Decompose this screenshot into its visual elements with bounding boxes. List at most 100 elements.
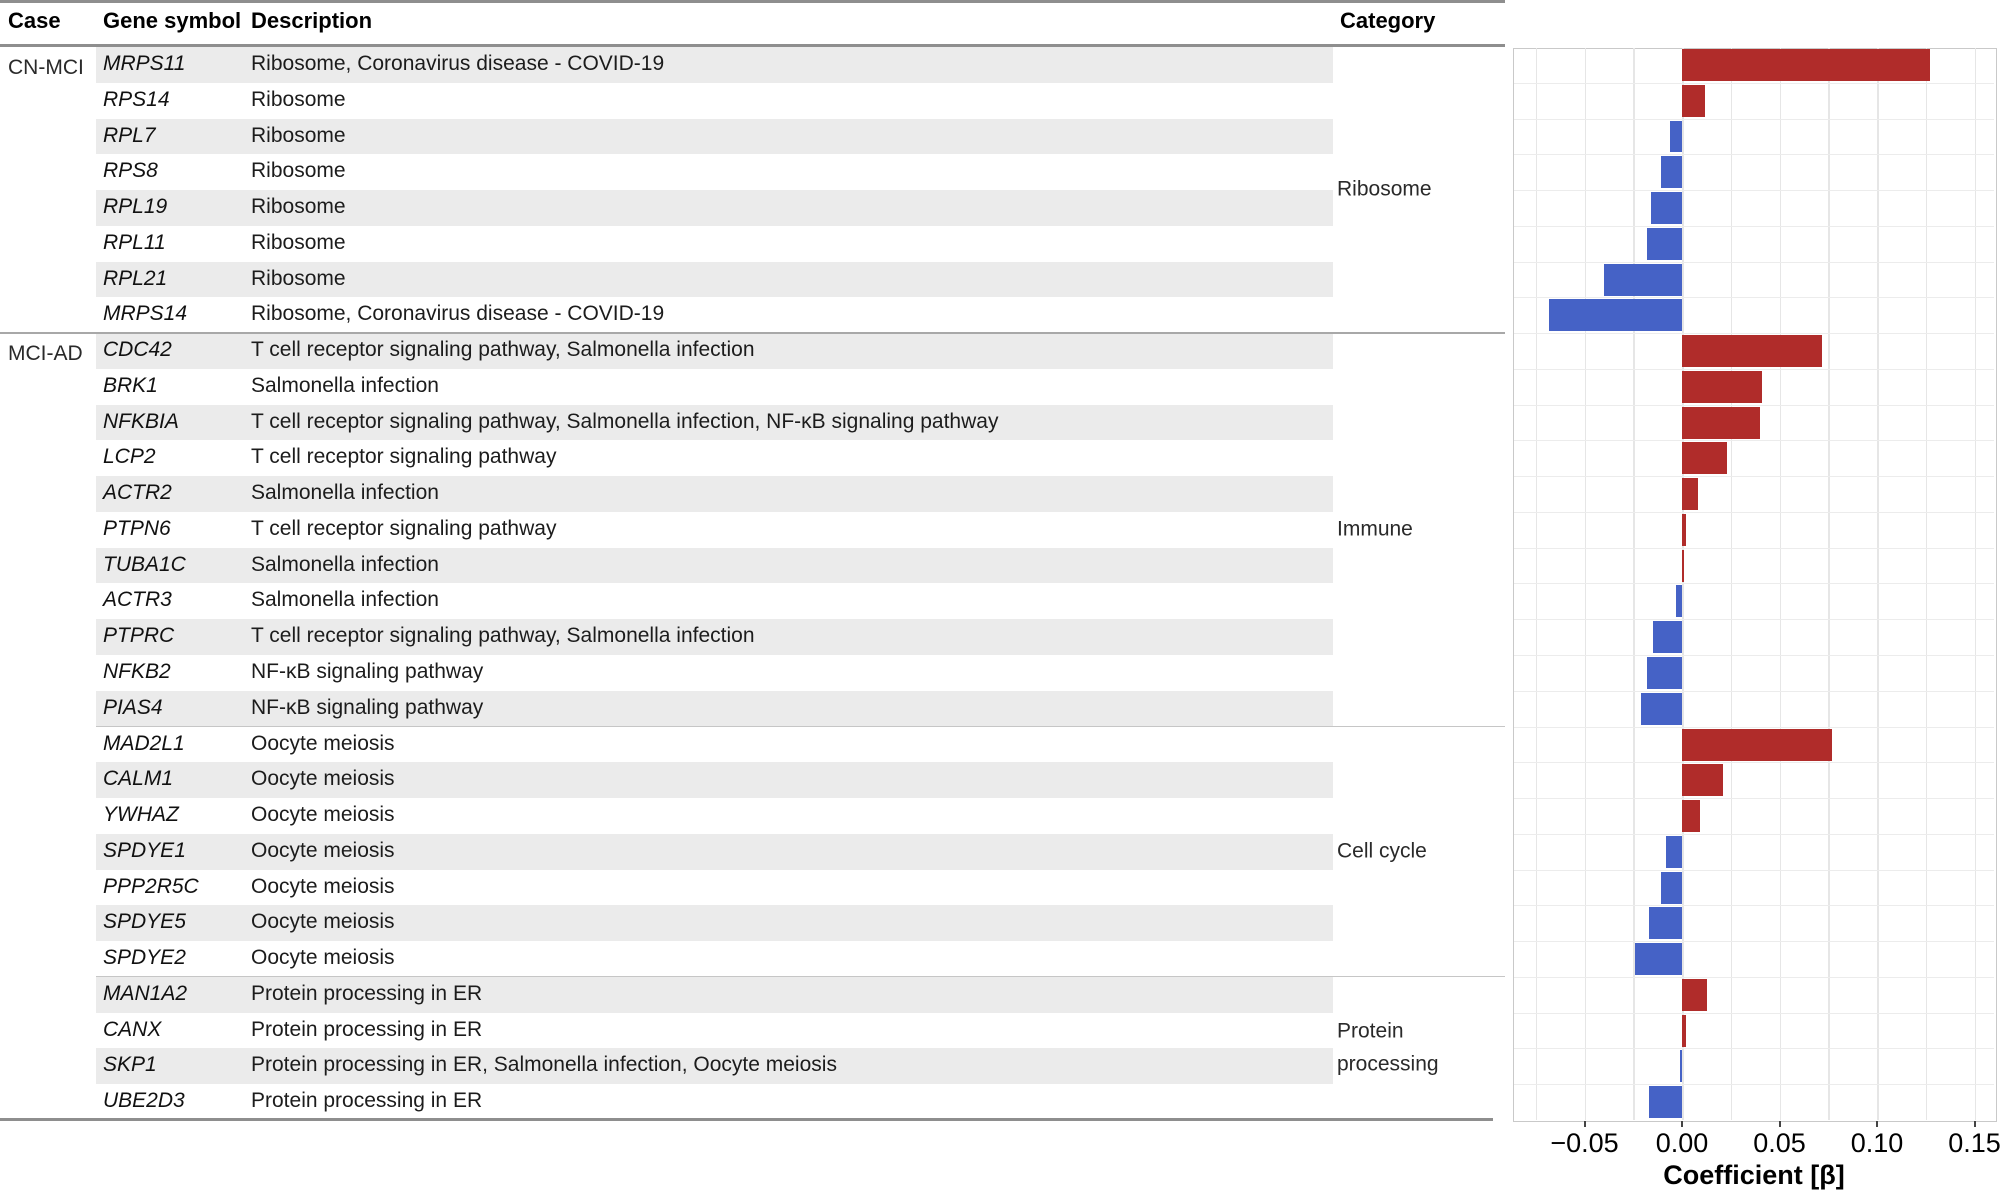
horizontal-gridline [1514, 619, 1994, 621]
horizontal-gridline [1514, 762, 1994, 764]
horizontal-gridline [1514, 154, 1994, 156]
column-header-description: Description [251, 8, 373, 33]
gene-symbol: RPL21 [103, 266, 168, 290]
gene-symbol: RPL7 [103, 123, 156, 147]
coefficient-bar-RPS14 [1682, 84, 1706, 117]
coefficient-bar-SPDYE5 [1648, 907, 1682, 940]
x-axis-tick [1778, 1121, 1781, 1127]
gene-symbol: RPS14 [103, 87, 170, 111]
x-axis-tick-label: 0.05 [1753, 1128, 1806, 1158]
row-stripe [96, 619, 1333, 656]
coefficient-bar-SPDYE1 [1666, 835, 1682, 868]
table-row: PTPRC T cell receptor signaling pathway,… [0, 619, 1505, 656]
table-row: SPDYE5 Oocyte meiosis [0, 905, 1505, 942]
table-row: RPL11 Ribosome [0, 226, 1505, 262]
coefficient-bar-PPP2R5C [1660, 871, 1682, 904]
horizontal-gridline [1514, 440, 1994, 442]
gene-description: Protein processing in ER, Salmonella inf… [251, 1053, 837, 1077]
gene-symbol: LCP2 [103, 445, 156, 469]
gene-symbol: SKP1 [103, 1053, 157, 1077]
gene-symbol: BRK1 [103, 373, 158, 397]
horizontal-gridline [1514, 190, 1994, 192]
gene-description: Salmonella infection [251, 373, 439, 397]
row-stripe [96, 976, 1333, 1013]
gene-description: Protein processing in ER [251, 1017, 483, 1041]
table-row: ACTR2 Salmonella infection [0, 476, 1505, 512]
table-top-rule [0, 0, 1505, 3]
row-stripe [96, 905, 1333, 942]
horizontal-gridline [1514, 941, 1994, 943]
column-header-gene-symbol: Gene symbol [103, 8, 242, 33]
gene-symbol: ACTR3 [103, 588, 172, 612]
coefficient-bar-RPS8 [1660, 156, 1682, 189]
gene-symbol: RPS8 [103, 159, 158, 183]
row-stripe [96, 690, 1333, 727]
table-row: RPS14 Ribosome [0, 83, 1505, 119]
gene-description: T cell receptor signaling pathway [251, 516, 557, 540]
gene-symbol: CDC42 [103, 338, 172, 362]
coefficient-bar-SKP1 [1680, 1050, 1682, 1083]
table-row: MRPS11 Ribosome, Coronavirus disease - C… [0, 47, 1505, 83]
horizontal-gridline [1514, 297, 1994, 299]
case-group-label: CN-MCI [8, 56, 84, 79]
coefficient-bar-SPDYE2 [1635, 943, 1682, 976]
horizontal-gridline [1514, 1012, 1994, 1014]
gene-description: Ribosome [251, 159, 346, 183]
row-stripe [96, 261, 1333, 298]
case-group-label: MCI-AD [8, 342, 83, 366]
gene-symbol: SPDYE5 [103, 910, 186, 934]
x-axis-tick-label: 0.10 [1850, 1128, 1904, 1158]
horizontal-gridline [1514, 976, 1994, 978]
x-axis-tick [1681, 1121, 1683, 1127]
gene-description: Oocyte meiosis [251, 838, 395, 862]
horizontal-gridline [1514, 690, 1994, 692]
coefficient-bar-MAD2L1 [1682, 728, 1833, 761]
coefficient-bar-NFKBIA [1682, 406, 1760, 439]
table-row: PPP2R5C Oocyte meiosis [0, 870, 1505, 906]
table-bottom-rule [0, 1118, 1493, 1121]
coefficient-bar-RPL19 [1650, 192, 1682, 225]
gene-description: Oocyte meiosis [251, 767, 395, 791]
horizontal-gridline [1514, 869, 1994, 871]
gene-symbol: PTPRC [103, 624, 175, 648]
case-separator-rule [0, 332, 1505, 335]
category-group-label: Ribosome [1337, 177, 1432, 201]
table-row: SPDYE1 Oocyte meiosis [0, 833, 1505, 870]
table-row: TUBA1C Salmonella infection [0, 547, 1505, 584]
table-row: NFKB2 NF-κB signaling pathway [0, 655, 1505, 691]
horizontal-gridline [1514, 833, 1994, 835]
gene-description: Oocyte meiosis [251, 731, 395, 755]
row-stripe [96, 476, 1333, 512]
coefficient-bar-MAN1A2 [1682, 978, 1708, 1011]
x-axis-tick [1973, 1121, 1976, 1127]
table-row: PIAS4 NF-κB signaling pathway [0, 690, 1505, 727]
gene-symbol: TUBA1C [103, 552, 186, 576]
table-row: LCP2 T cell receptor signaling pathway [0, 440, 1505, 476]
gene-symbol: ACTR2 [103, 481, 172, 505]
gene-symbol: NFKBIA [103, 409, 179, 433]
gene-symbol: CALM1 [103, 767, 174, 791]
gene-symbol: MRPS14 [103, 302, 188, 326]
row-stripe [96, 833, 1333, 870]
x-axis-tick [1583, 1121, 1586, 1127]
horizontal-gridline [1514, 1048, 1994, 1050]
table-row: CALM1 Oocyte meiosis [0, 762, 1505, 799]
coefficient-bar-MRPS11 [1682, 49, 1930, 81]
gene-description: Oocyte meiosis [251, 803, 395, 827]
gene-symbol: MAD2L1 [103, 731, 185, 755]
gene-description: NF-κB signaling pathway [251, 660, 484, 684]
x-axis-tick-label: 0.15 [1948, 1128, 2001, 1158]
column-header-case: Case [8, 8, 61, 33]
x-axis-tick-label: −0.05 [1550, 1128, 1619, 1158]
x-axis-tick-label: 0.00 [1655, 1128, 1709, 1158]
coefficient-bar-YWHAZ [1682, 800, 1700, 833]
horizontal-gridline [1514, 118, 1994, 120]
category-separator-rule [96, 975, 1505, 978]
category-group-label: Immune [1337, 517, 1413, 541]
table-row: MRPS14 Ribosome, Coronavirus disease - C… [0, 297, 1505, 333]
gene-description: Ribosome [251, 123, 346, 147]
x-axis-tick [1876, 1121, 1878, 1127]
coefficient-bar-BRK1 [1682, 370, 1762, 403]
horizontal-gridline [1514, 476, 1994, 478]
gene-description: Ribosome [251, 195, 346, 219]
